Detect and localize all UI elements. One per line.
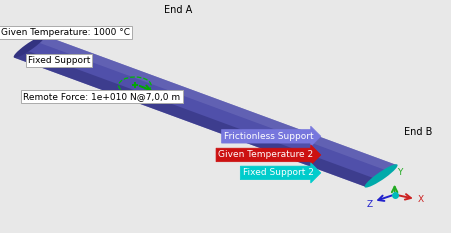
Text: Given Temperature: 1000 °C: Given Temperature: 1000 °C — [1, 28, 130, 37]
Text: Frictionless Support: Frictionless Support — [224, 132, 313, 141]
Polygon shape — [14, 36, 396, 187]
Polygon shape — [14, 50, 377, 187]
Text: End A: End A — [164, 6, 192, 15]
Text: X: X — [418, 195, 424, 204]
Text: Remote Force: 1e+010 N@7,0,0 m: Remote Force: 1e+010 N@7,0,0 m — [23, 92, 180, 101]
Text: Fixed Support 2: Fixed Support 2 — [243, 168, 313, 177]
Text: Fixed Support: Fixed Support — [28, 56, 90, 65]
Ellipse shape — [364, 164, 398, 188]
Text: Y: Y — [397, 168, 403, 177]
Text: End B: End B — [404, 127, 432, 137]
Ellipse shape — [14, 35, 45, 58]
Text: Given Temperature 2: Given Temperature 2 — [218, 151, 313, 159]
Text: Z: Z — [367, 200, 373, 209]
Polygon shape — [36, 36, 396, 171]
